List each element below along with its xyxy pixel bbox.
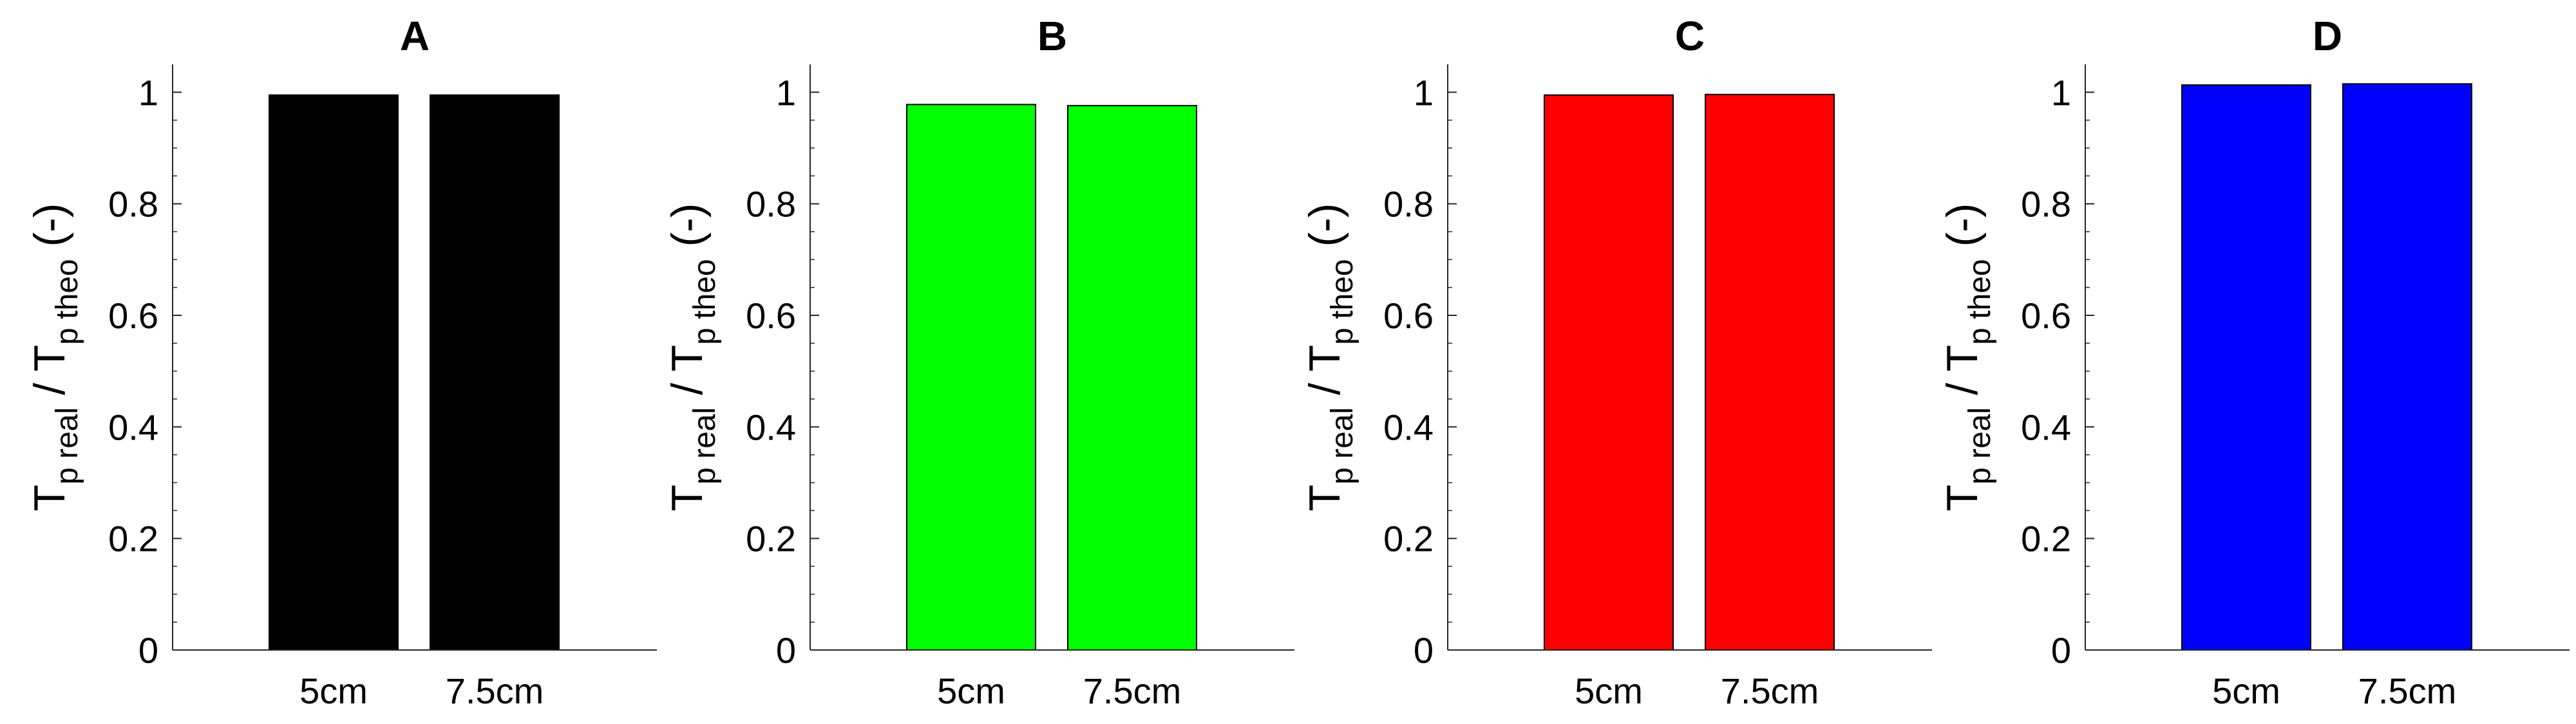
bar-7.5cm [1067,105,1197,651]
y-tick-label: 0.6 [2021,295,2071,336]
y-tick-label: 0.6 [746,295,796,336]
y-label-end: (-) [1300,203,1349,259]
y-label-sub1: p real [688,407,722,485]
y-axis-label: Tp real / Tp theo (-) [1300,203,1359,512]
y-tick-label: 0 [2051,630,2071,671]
x-tick-label: 5cm [299,671,368,711]
y-tick-label: 1 [138,72,158,113]
y-tick-label: 0.2 [108,519,158,559]
y-tick-label: 0.6 [108,295,158,336]
bar-5cm [1544,94,1674,651]
y-label-end: (-) [663,203,712,259]
y-label-end: (-) [25,203,74,259]
x-tick-label: 7.5cm [1083,671,1182,711]
y-tick-label: 0.8 [108,184,158,225]
panel-b: B 0 0.2 0.4 0.6 0.8 1 5cm 7.5cm Tp real / Tp theo… [663,13,1294,711]
y-tick-label: 0.4 [108,407,158,447]
panel-a: A 0 0.2 0.4 0.6 0.8 1 5cm 7.5cm Tp real / Tp theo… [25,13,657,711]
bar-5cm [2181,84,2311,651]
y-axis-label: Tp real / Tp theo (-) [1938,203,1997,512]
y-label-main1: T [1938,485,1987,512]
panel-title: D [2313,13,2342,59]
y-label-mid: / T [663,345,712,407]
panel-title: A [400,13,430,59]
y-tick-label: 0.8 [1383,184,1434,225]
x-tick-label: 7.5cm [446,671,544,711]
y-label-sub1: p real [1963,407,1997,485]
y-tick-label: 0 [776,630,796,671]
y-tick-label: 0.4 [1383,407,1434,447]
panel-title: C [1675,13,1705,59]
y-axis-label: Tp real / Tp theo (-) [25,203,84,512]
y-tick-label: 0.6 [1383,295,1434,336]
y-label-sub2: p theo [50,259,84,344]
y-tick-label: 0.8 [746,184,796,225]
y-label-sub1: p real [1325,407,1359,485]
y-label-sub1: p real [50,407,84,485]
bar-7.5cm [2342,83,2472,651]
y-label-sub2: p theo [1325,259,1359,344]
y-tick-label: 0.4 [746,407,796,447]
y-tick-label: 0 [138,630,158,671]
x-tick-label: 7.5cm [2358,671,2457,711]
y-label-sub2: p theo [688,259,722,344]
x-tick-label: 7.5cm [1721,671,1819,711]
y-tick-label: 0.8 [2021,184,2071,225]
y-tick-label: 0.2 [746,519,796,559]
y-tick-label: 1 [776,72,796,113]
y-axis-label: Tp real / Tp theo (-) [663,203,722,512]
y-label-main1: T [1300,485,1349,512]
bar-5cm [906,104,1036,651]
y-label-mid: / T [1300,345,1349,407]
x-tick-label: 5cm [1575,671,1643,711]
y-label-end: (-) [1938,203,1987,259]
y-tick-label: 0.2 [1383,519,1434,559]
y-tick-label: 1 [2051,72,2071,113]
x-tick-label: 5cm [937,671,1005,711]
y-tick-label: 0.4 [2021,407,2071,447]
bar-5cm [269,94,399,651]
x-tick-label: 5cm [2212,671,2280,711]
y-tick-label: 0 [1414,630,1434,671]
panel-title: B [1037,13,1067,59]
y-label-main1: T [663,485,712,512]
bar-7.5cm [430,94,560,651]
y-tick-label: 1 [1414,72,1434,113]
y-label-mid: / T [1938,345,1987,407]
y-tick-label: 0.2 [2021,519,2071,559]
bar-7.5cm [1705,93,1835,651]
panel-d: D 0 0.2 0.4 0.6 0.8 1 5cm 7.5cm Tp real / Tp theo… [1938,13,2570,711]
y-label-main1: T [25,485,74,512]
panel-c: C 0 0.2 0.4 0.6 0.8 1 5cm 7.5cm Tp real / Tp theo… [1300,13,1932,711]
y-label-sub2: p theo [1963,259,1997,344]
y-label-mid: / T [25,345,74,407]
